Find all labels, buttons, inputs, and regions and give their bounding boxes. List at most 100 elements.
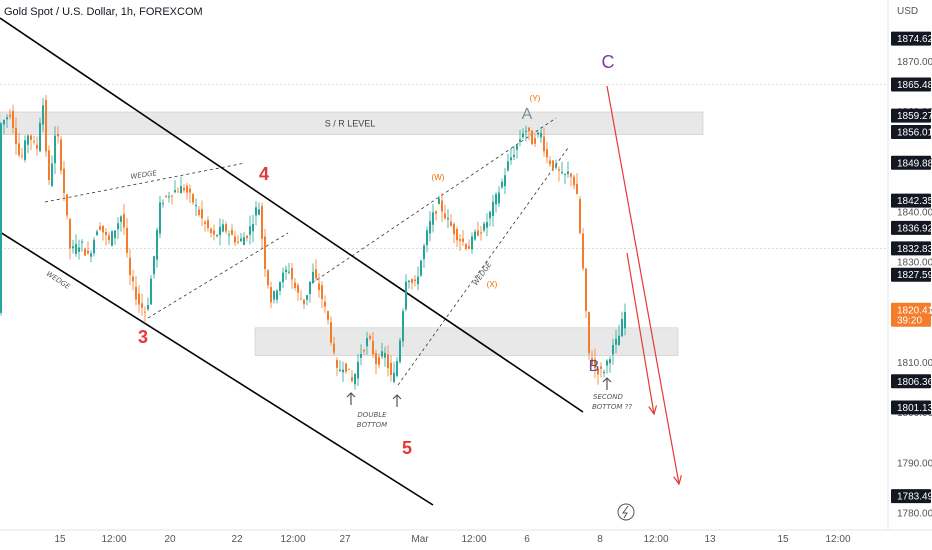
candle-body bbox=[126, 227, 128, 253]
candle-body bbox=[564, 173, 566, 175]
candle-body bbox=[27, 135, 29, 145]
up-arrow-icon-0 bbox=[346, 392, 356, 405]
candle-body bbox=[288, 271, 290, 273]
candle-body bbox=[144, 311, 146, 313]
candle-body bbox=[381, 351, 383, 357]
candle-body bbox=[411, 279, 413, 283]
price-label-text: 1849.88 bbox=[897, 158, 932, 169]
annotation-3: DOUBLE bbox=[357, 411, 387, 419]
lightning-icon-glyph bbox=[622, 505, 629, 519]
candle-body bbox=[111, 231, 113, 246]
x-tick-label: Mar bbox=[411, 534, 429, 545]
candle-body bbox=[393, 372, 395, 383]
candle-body bbox=[90, 253, 92, 257]
candle-body bbox=[180, 185, 182, 194]
wave-label-7: (X) bbox=[487, 280, 498, 289]
candle-body bbox=[129, 257, 131, 276]
projection-arrow-2 bbox=[626, 252, 655, 415]
candle-body bbox=[507, 161, 509, 171]
candle-body bbox=[234, 236, 236, 243]
candle-body bbox=[225, 224, 227, 232]
projection-arrow-2-head bbox=[648, 405, 658, 416]
candle-body bbox=[165, 195, 167, 197]
candle-body bbox=[36, 144, 38, 149]
price-label-text: 1836.92 bbox=[897, 223, 932, 234]
candle-body bbox=[585, 268, 587, 311]
candle-body bbox=[477, 230, 479, 236]
price-label-text: 1842.35 bbox=[897, 196, 932, 207]
candle-body bbox=[156, 230, 158, 260]
x-tick-label: 27 bbox=[339, 534, 351, 545]
candle-body bbox=[447, 217, 449, 220]
candle-body bbox=[282, 272, 284, 283]
wave-label-1: 4 bbox=[259, 164, 269, 184]
candle-body bbox=[354, 373, 356, 385]
candle-body bbox=[261, 206, 263, 239]
candle-body bbox=[531, 130, 533, 145]
candle-body bbox=[228, 234, 230, 236]
channel-upper-line bbox=[0, 17, 584, 413]
wave-label-3: A bbox=[522, 106, 533, 123]
candle-body bbox=[390, 362, 392, 375]
candle-body bbox=[195, 205, 197, 207]
candle-body bbox=[399, 340, 401, 362]
candle-body bbox=[9, 114, 11, 117]
candle-body bbox=[375, 353, 377, 364]
candle-body bbox=[3, 120, 5, 125]
candle-body bbox=[600, 366, 602, 369]
candle-body bbox=[132, 276, 134, 282]
candle-body bbox=[264, 236, 266, 270]
price-label-text: 1856.01 bbox=[897, 128, 932, 139]
candle-body bbox=[120, 216, 122, 222]
countdown-text: 39:20 bbox=[897, 316, 922, 327]
candle-body bbox=[495, 194, 497, 205]
candle-body bbox=[39, 122, 41, 152]
price-label-text: 1874.62 bbox=[897, 34, 932, 45]
y-tick-label: 1780.00 bbox=[897, 509, 932, 520]
candle-body bbox=[426, 230, 428, 246]
zone-0 bbox=[0, 111, 704, 135]
candle-body bbox=[276, 290, 278, 300]
price-label-box bbox=[891, 108, 931, 123]
candle-body bbox=[318, 283, 320, 291]
candle-body bbox=[105, 231, 107, 236]
candle-body bbox=[252, 223, 254, 232]
x-tick-label: 13 bbox=[704, 534, 716, 545]
candle-body bbox=[291, 268, 293, 280]
price-label-text: 1827.59 bbox=[897, 270, 932, 281]
price-label-box bbox=[891, 155, 931, 170]
price-label-box bbox=[891, 220, 931, 235]
candle-body bbox=[351, 377, 353, 382]
price-label-box bbox=[891, 125, 931, 140]
candle-body bbox=[468, 246, 470, 249]
candle-body bbox=[99, 226, 101, 230]
x-tick-label: 20 bbox=[164, 534, 176, 545]
wedge-dashed-line-2 bbox=[311, 117, 557, 284]
candle-body bbox=[489, 211, 491, 219]
candle-body bbox=[504, 175, 506, 187]
candle-body bbox=[618, 335, 620, 346]
candle-body bbox=[402, 311, 404, 342]
candle-body bbox=[372, 340, 374, 355]
candle-body bbox=[246, 235, 248, 239]
candle-body bbox=[624, 312, 626, 329]
candle-body bbox=[162, 203, 164, 205]
candle-body bbox=[582, 233, 584, 269]
candle-body bbox=[60, 139, 62, 171]
candle-body bbox=[579, 199, 581, 233]
candle-body bbox=[231, 229, 233, 235]
candle-body bbox=[306, 295, 308, 300]
candle-body bbox=[462, 238, 464, 242]
projection-arrow-c-head bbox=[673, 475, 682, 486]
candle-body bbox=[81, 241, 83, 243]
candle-body bbox=[294, 282, 296, 289]
candle-body bbox=[594, 359, 596, 369]
price-label-box bbox=[891, 374, 931, 389]
candle-body bbox=[6, 117, 8, 120]
candle-body bbox=[357, 361, 359, 379]
current-price-box bbox=[891, 302, 931, 327]
candle-body bbox=[159, 202, 161, 234]
candle-body bbox=[213, 230, 215, 235]
price-label-text: 1806.36 bbox=[897, 377, 932, 388]
